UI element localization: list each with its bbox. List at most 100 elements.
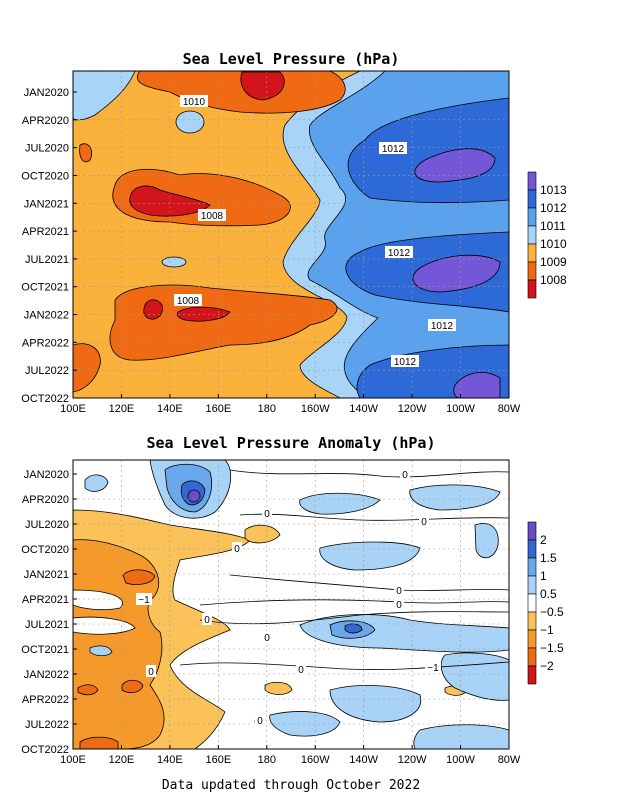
chart2-colorbar-label: −0.5 [540,605,564,619]
chart1-contour-label-bg [174,294,202,306]
chart2-field-zero-band2 [73,616,136,635]
chart2-field-pos05f [474,523,499,559]
chart2-contour-label: 0 [396,586,402,597]
chart2-field-pos15b [344,623,363,634]
chart2-contour-label-bg [400,468,410,480]
chart2-contour-label: 0 [264,633,270,644]
chart2-y-tick-label: JUL2021 [25,619,69,631]
chart1-y-tick-label: OCT2021 [21,282,69,294]
chart1-contour-label: 1012 [394,357,417,368]
chart1-field-1008a [240,71,285,101]
chart2-contour-label-bg [394,598,404,610]
chart2-contour-label-bg [202,613,212,625]
chart1-field-1008d [176,306,231,322]
chart2-contour-label: −1 [138,595,150,606]
chart1-colorbar-swatch [527,171,537,191]
chart2-field-neg15a [122,569,156,585]
chart2-y-tick-label: OCT2020 [21,544,69,556]
chart2-colorbar-swatch [527,629,537,649]
chart1-x-tick-label: 120W [398,403,427,415]
chart1-contour-label: 1008 [201,211,224,222]
chart2-x-tick-label: 180 [258,754,276,766]
chart2-field-pos05i [329,685,422,723]
chart1-y-tick-label: JUL2022 [25,365,69,377]
chart1-contour-label-bg [428,319,456,331]
chart2-colorbar-label: −1.5 [540,641,564,655]
chart2-field-neg15b [121,679,144,694]
chart2-grid [73,460,509,749]
chart2-field-neg-small1 [244,524,281,544]
chart1-x-tick-label: 160E [205,403,231,415]
chart1-colorbar-swatch [527,225,537,245]
chart2-field-pos2a [187,489,201,503]
chart2-contour-label-bg [255,714,265,726]
chart1-field-1009a [137,71,346,114]
chart1-x-tick-label: 140E [157,403,183,415]
chart2-contour-label: 0 [298,665,304,676]
chart2-title: Sea Level Pressure Anomaly (hPa) [147,434,436,452]
chart2-colorbar-swatch [527,539,537,559]
chart1-colorbar-swatch [527,261,537,281]
chart2-field-pos05b [84,474,109,492]
chart2-contour-label: −1 [427,663,439,674]
chart1-x-tick-label: 80W [498,403,521,415]
chart1-field-1009e [79,143,93,163]
chart2-zero-line3 [229,574,509,591]
chart1-y-tick-label: APR2020 [22,115,69,127]
chart2-colorbar-swatch [527,611,537,631]
chart1-field-1009c [109,284,338,361]
chart2-zero-line5 [199,611,509,625]
chart1-contour-label-bg [180,95,208,107]
chart1-contour-label-bg [391,355,419,367]
chart2-x-tick-label: 120E [109,754,135,766]
chart1-field-1009d [73,343,101,393]
chart2-contour-label-bg [262,507,272,519]
chart2-zero-line1 [229,469,509,478]
chart1-y-tick-label: APR2021 [22,226,69,238]
chart2-x-tick-label: 100E [60,754,86,766]
chart2-contour-label: 0 [234,544,240,555]
chart1-x-tick-label: 100E [60,403,86,415]
chart1-colorbar-swatch [527,189,537,209]
chart1-contour-label: 1010 [183,97,206,108]
chart1-contour-label: 1012 [388,248,411,259]
chart1-colorbar-label: 1010 [540,237,567,251]
chart2-contour-label: 0 [257,716,263,727]
chart2-x-tick-label: 140E [157,754,183,766]
chart2-contour-label: 0 [148,667,154,678]
chart1-contour-labels: 1010 1012 1008 1012 1008 1012 1012 [174,95,456,368]
chart2-x-tick-label: 80W [498,754,521,766]
chart2-colorbar-swatch [527,575,537,595]
chart2-colorbar-label: 1.5 [540,551,557,565]
chart2-field-pos05k [413,724,509,749]
chart2-contour-label: 0 [402,470,408,481]
chart2-colorbar-label: −2 [540,659,554,673]
chart2-y-tick-label: JUL2022 [25,719,69,731]
chart2-field-pos05c [299,492,381,515]
chart2-colorbar: 2 1.5 1 0.5 −0.5 −1 −1.5 −2 [527,521,564,685]
chart1-x-ticks: 100E 120E 140E 160E 180 160W 140W 120W 100W 80W [60,394,521,415]
chart2-colorbar-swatch [527,593,537,613]
chart2-colorbar-swatch [527,521,537,541]
chart2-zero-line2 [239,513,509,521]
chart2-y-tick-label: APR2022 [22,694,69,706]
chart2-field-pos05h [440,652,509,701]
chart2-contour-label: 0 [204,615,210,626]
chart1-contour-label: 1012 [431,321,454,332]
chart1-title: Sea Level Pressure (hPa) [183,50,400,68]
chart1-x-tick-label: 140W [349,403,378,415]
chart1-x-tick-label: 100W [446,403,475,415]
chart2-colorbar-swatch [527,647,537,667]
chart1-field-west-1010a [73,71,136,121]
chart1-colorbar-swatch [527,207,537,227]
chart1-colorbar-swatch [527,279,537,299]
chart1-contour-label: 1008 [177,296,200,307]
chart2-x-ticks: 100E 120E 140E 160E 180 160W 140W 120W 100W 80W [60,745,521,766]
chart2-zero-line6 [179,661,509,671]
chart1-y-tick-label: JAN2020 [24,87,69,99]
chart1-y-tick-label: APR2022 [22,337,69,349]
chart1-contour-label: 1012 [382,144,405,155]
chart1-colorbar-label: 1011 [540,219,566,233]
